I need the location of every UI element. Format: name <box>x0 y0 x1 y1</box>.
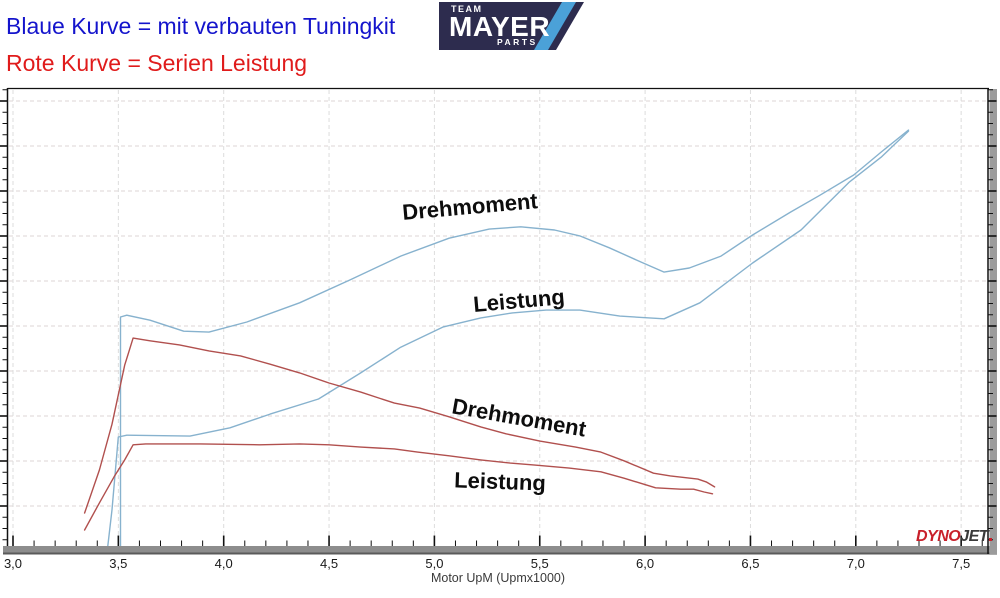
logo-team-text: TEAM <box>451 4 483 14</box>
legend-blue-curve-text: Blaue Kurve = mit verbauten Tuningkit <box>6 13 396 39</box>
dynojet-dyno-text: DYNO <box>916 528 961 545</box>
dynojet-dot-icon <box>989 538 993 541</box>
team-mayer-parts-logo: TEAM MAYER PARTS <box>439 2 585 50</box>
x-tick-label: 6,0 <box>636 556 654 571</box>
right-axis-bar <box>989 89 997 554</box>
x-axis-title: Motor UpM (Upmx1000) <box>431 571 565 585</box>
x-tick-label: 7,0 <box>847 556 865 571</box>
x-tick-label: 4,5 <box>320 556 338 571</box>
curve-Drehmoment (mit Tuningkit) <box>119 129 910 547</box>
x-tick-label: 4,0 <box>215 556 233 571</box>
x-axis-bar-shadow <box>3 552 997 555</box>
curve-Leistung (mit Tuningkit) <box>107 130 910 547</box>
logo-parts-text: PARTS <box>497 37 538 47</box>
x-tick-label: 3,0 <box>4 556 22 571</box>
x-tick-label: 5,0 <box>425 556 443 571</box>
x-axis-bar <box>3 546 997 553</box>
x-tick-label: 5,5 <box>531 556 549 571</box>
curve-Leistung (Serie) <box>83 443 714 531</box>
dynojet-logo: DYNOJET <box>916 528 993 545</box>
x-tick-label: 3,5 <box>109 556 127 571</box>
x-tick-label: 7,5 <box>952 556 970 571</box>
curve-Drehmoment (Serie) <box>83 337 716 514</box>
legend-red-curve-text: Rote Kurve = Serien Leistung <box>6 50 308 76</box>
logo-mayer-text: MAYER <box>449 11 551 42</box>
dynojet-jet-text: JET <box>960 528 989 545</box>
x-tick-label: 6,5 <box>741 556 759 571</box>
